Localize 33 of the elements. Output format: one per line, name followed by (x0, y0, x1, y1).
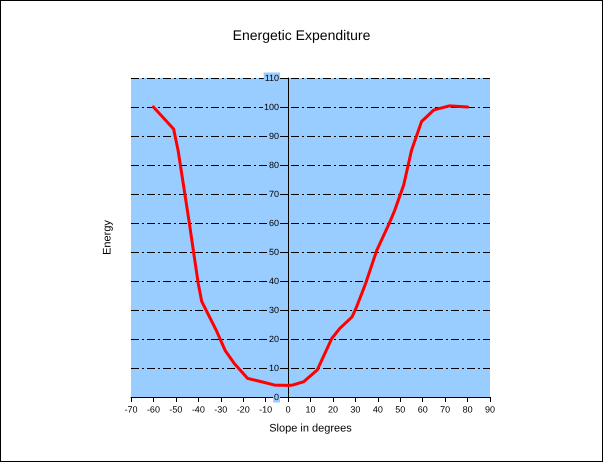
x-tick-label: 50 (395, 404, 406, 414)
y-tick-label: 90 (269, 131, 280, 141)
y-tick-label: 70 (269, 189, 280, 199)
chart-title: Energetic Expenditure (232, 27, 371, 43)
x-axis-title: Slope in degrees (269, 422, 352, 434)
x-tick-label: -30 (214, 404, 228, 414)
y-tick-label: 110 (264, 73, 280, 83)
x-tick-label: -10 (259, 404, 272, 414)
x-tick-label: -60 (146, 404, 160, 414)
y-tick-label: 30 (269, 305, 280, 315)
y-axis-title: Energy (102, 220, 114, 255)
x-tick-label: -50 (169, 404, 182, 414)
y-tick-label: 40 (269, 276, 280, 286)
x-tick-label: 80 (462, 404, 473, 414)
x-tick-label: -40 (192, 404, 205, 414)
y-tick-label: 100 (264, 102, 280, 112)
x-tick-label: -70 (124, 404, 138, 414)
y-tick-label: 50 (269, 247, 280, 257)
y-tick-label: 60 (269, 218, 280, 228)
x-tick-label: 0 (286, 404, 291, 414)
x-tick-label: 90 (484, 404, 496, 414)
y-tick-label: 20 (269, 334, 280, 344)
x-tick-label: 70 (440, 404, 450, 414)
y-tick-label: 0 (274, 392, 280, 402)
x-tick-label: -20 (236, 404, 250, 414)
x-tick-label: 20 (328, 404, 338, 414)
y-tick-label: 10 (269, 363, 280, 373)
line-series (152, 104, 470, 387)
x-tick-label: 40 (372, 404, 383, 414)
x-tick-label: 10 (305, 404, 316, 414)
x-tick-label: 30 (350, 404, 360, 414)
x-tick-label: 60 (418, 404, 428, 414)
y-tick-label: 80 (269, 160, 280, 170)
